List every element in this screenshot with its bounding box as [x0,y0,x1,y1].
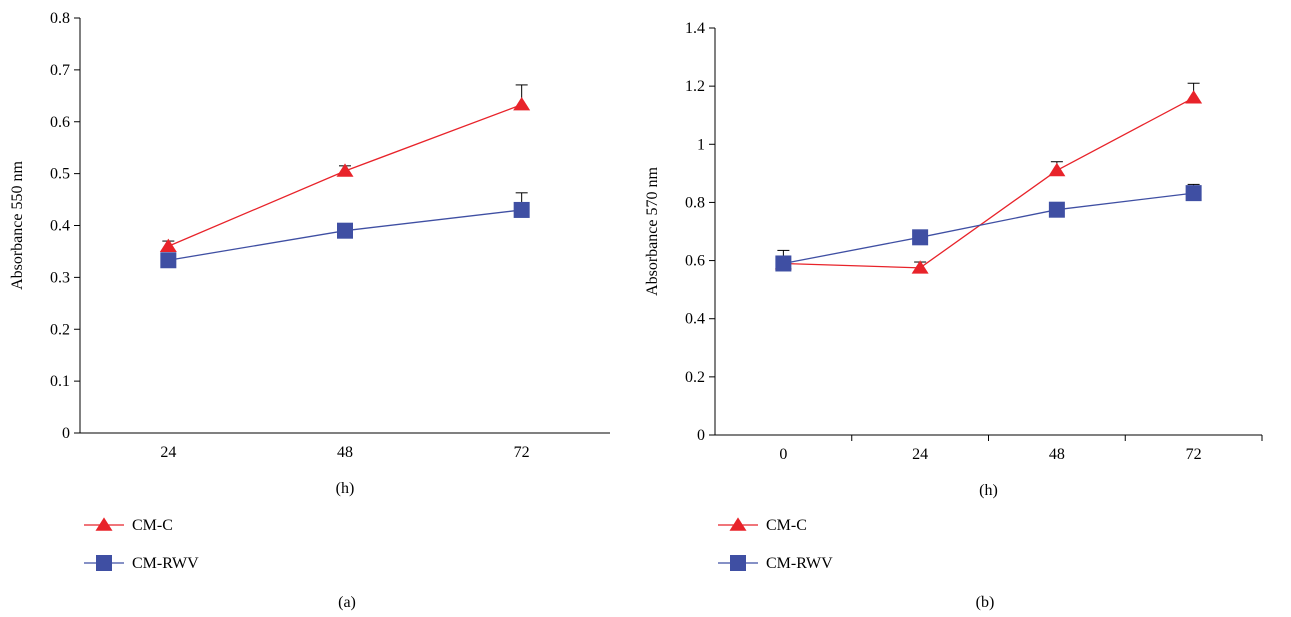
panel-a-legend-marker [95,517,113,531]
panel-b-y-tick-label: 0.6 [685,253,705,270]
panel-a-legend-label: CM-RWV [132,555,199,572]
panel-b-series-cm-c-point [1185,90,1203,104]
panel-a-x-tick-label: 72 [514,444,530,461]
panel-a-series-cm-c-point [336,163,354,177]
panel-b-x-axis-label: (h) [979,482,998,499]
panel-a-y-tick-label: 0.2 [50,321,70,338]
panel-b-y-tick-label: 1.2 [685,78,705,95]
panel-a-label: (a) [338,594,356,611]
panel-b-y-tick-label: 0 [697,427,705,444]
panel-b-x-tick-label: 24 [912,446,928,463]
panel-b-y-tick-label: 0.4 [685,311,705,328]
panel-a-y-tick-label: 0.3 [50,269,70,286]
panel-a-series-cm-c-point [513,96,531,111]
panel-b-y-tick-label: 0.2 [685,369,705,386]
panel-b-series-cm-rwv-point [1185,185,1202,202]
panel-a-y-tick-label: 0.7 [50,62,70,79]
panel-b-series-cm-rwv-point [1048,201,1065,218]
panel-b-legend-label: CM-C [766,517,807,534]
panel-a-y-tick-label: 0.5 [50,166,70,183]
panel-b-series-cm-rwv-point [775,255,792,272]
panel-b-y-tick-label: 1 [697,136,705,153]
panel-b-y-tick-label: 1.4 [685,20,705,37]
panel-b-y-axis-label: Absorbance 570 nm [644,167,661,296]
panel-a-y-tick-label: 0.4 [50,218,70,235]
panel-b-legend-marker [729,517,747,531]
panel-b-y-tick-label: 0.8 [685,194,705,211]
panel-a-x-tick-label: 48 [337,444,353,461]
panel-a-y-axis-label: Absorbance 550 nm [9,161,26,290]
panel-a-legend-label: CM-C [132,517,173,534]
panel-a-series-cm-rwv-point [337,222,353,239]
panel-b-x-tick-label: 48 [1049,446,1065,463]
panel-a-y-tick-label: 0.6 [50,114,70,131]
panel-b-series-cm-c-point [911,260,929,274]
panel-a-y-tick-label: 0.1 [50,373,70,390]
panel-a-legend-marker [96,555,112,571]
panel-b-x-tick-label: 72 [1186,446,1202,463]
panel-b-series-cm-c-line [783,97,1194,269]
panel-b-series-cm-rwv-line [783,192,1194,265]
panel-b-legend-label: CM-RWV [766,555,833,572]
panel-b-label: (b) [976,594,995,611]
panel-a-series-cm-c-point [159,238,177,252]
panel-a-series-cm-rwv-point [513,201,530,218]
panel-b-x-tick-label: 0 [779,446,787,463]
panel-a-y-tick-label: 0 [62,425,70,442]
panel-b-series-cm-c-point [1048,162,1066,177]
panel-a-x-tick-label: 24 [160,444,176,461]
panel-b-series-cm-rwv-point [912,229,929,246]
panel-a-series-cm-rwv-point [160,252,177,269]
panel-a-x-axis-label: (h) [336,480,355,497]
panel-a-y-tick-label: 0.8 [50,10,70,27]
panel-b-legend-marker [730,555,746,571]
